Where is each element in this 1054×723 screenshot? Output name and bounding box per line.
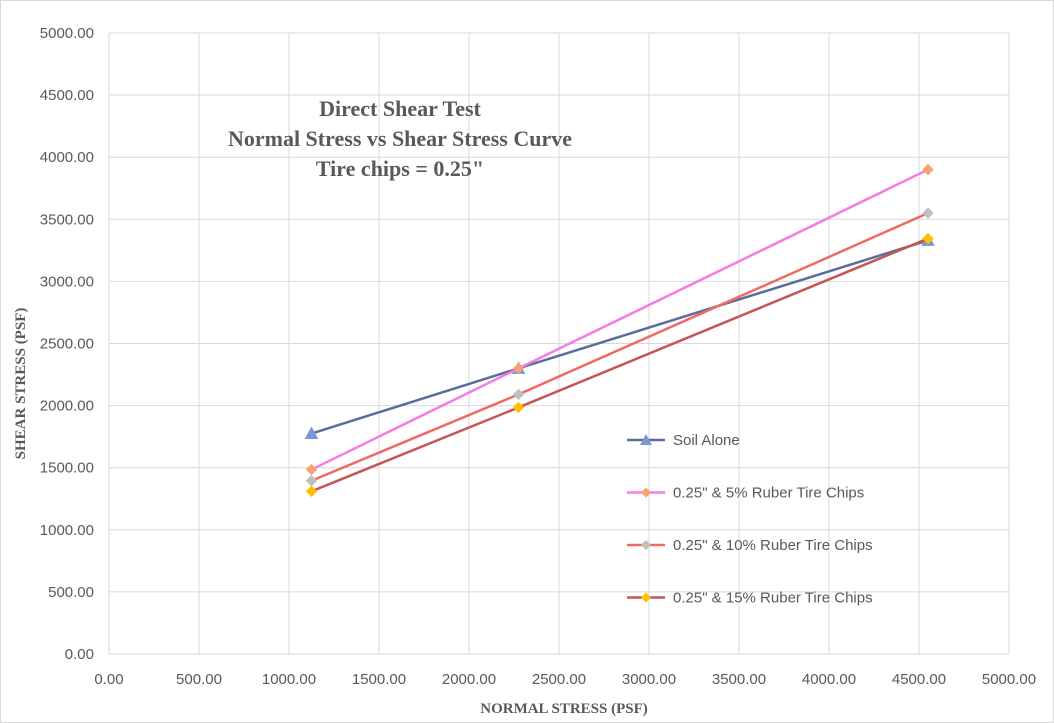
y-tick-label: 2000.00 (40, 398, 94, 415)
data-point (512, 362, 525, 375)
legend-item: 0.25" & 10% Ruber Tire Chips (627, 537, 873, 554)
legend-item: 0.25" & 15% Ruber Tire Chips (627, 590, 873, 607)
y-tick-label: 0.00 (65, 646, 94, 663)
gridlines (108, 32, 1010, 655)
y-tick-label: 3500.00 (40, 211, 94, 228)
legend: Soil Alone 0.25" & 5% Ruber Tire Chips 0.2… (627, 432, 873, 607)
x-tick-label: 4000.00 (802, 671, 856, 688)
legend-label: 0.25" & 15% Ruber Tire Chips (673, 590, 873, 607)
legend-item: Soil Alone (627, 432, 740, 449)
y-tick-label: 3000.00 (40, 273, 94, 290)
x-tick-label: 2500.00 (532, 671, 586, 688)
x-tick-label: 5000.00 (982, 671, 1036, 688)
x-axis-title: NORMAL STRESS (PSF) (480, 701, 648, 717)
x-tick-label: 3000.00 (622, 671, 676, 688)
data-point (304, 426, 319, 440)
data-point (512, 401, 525, 414)
y-tick-label: 4000.00 (40, 149, 94, 166)
series-line (311, 239, 929, 435)
y-tick-label: 500.00 (48, 584, 94, 601)
series-line (311, 237, 929, 493)
data-point (512, 388, 525, 401)
legend-label: 0.25" & 5% Ruber Tire Chips (673, 485, 864, 502)
legend-marker (640, 434, 652, 445)
data-point (922, 163, 934, 176)
data-point (305, 463, 318, 476)
series-1 (304, 233, 935, 440)
legend-item: 0.25" & 5% Ruber Tire Chips (627, 485, 864, 502)
series-4 (305, 232, 934, 498)
x-tick-label: 1000.00 (262, 671, 316, 688)
legend-marker (641, 487, 651, 498)
x-tick-label: 3500.00 (712, 671, 766, 688)
legend-marker (641, 540, 651, 550)
x-tick-label: 500.00 (176, 671, 222, 688)
x-tick-label: 0.00 (94, 671, 123, 688)
series-line (311, 211, 929, 482)
legend-label: 0.25" & 10% Ruber Tire Chips (673, 537, 873, 554)
data-point (305, 485, 318, 498)
data-point (305, 475, 318, 487)
chart-title-line: Normal Stress vs Shear Stress Curve (228, 126, 572, 151)
y-tick-label: 1000.00 (40, 522, 94, 539)
chart-title-line: Tire chips = 0.25" (316, 156, 484, 181)
chart-title-line: Direct Shear Test (319, 96, 481, 121)
legend-marker (641, 592, 651, 603)
y-tick-label: 4500.00 (40, 87, 94, 104)
series-layer (304, 163, 935, 498)
x-tick-label: 1500.00 (352, 671, 406, 688)
series-2 (305, 163, 934, 476)
data-point (922, 207, 934, 219)
y-tick-label: 5000.00 (40, 25, 94, 42)
series-3 (305, 207, 934, 487)
y-tick-label: 1500.00 (40, 460, 94, 477)
y-axis-title: SHEAR STRESS (PSF) (13, 308, 29, 460)
data-point (922, 232, 934, 245)
series-line (310, 168, 929, 471)
legend-label: Soil Alone (673, 432, 740, 449)
chart-title: Direct Shear Test Normal Stress vs Shear … (228, 96, 572, 181)
x-tick-label: 4500.00 (892, 671, 946, 688)
y-tick-label: 2500.00 (40, 336, 94, 353)
axes: 0.00 500.00 1000.00 1500.00 2000.00 2500.00 30… (40, 25, 1036, 688)
x-tick-label: 2000.00 (442, 671, 496, 688)
